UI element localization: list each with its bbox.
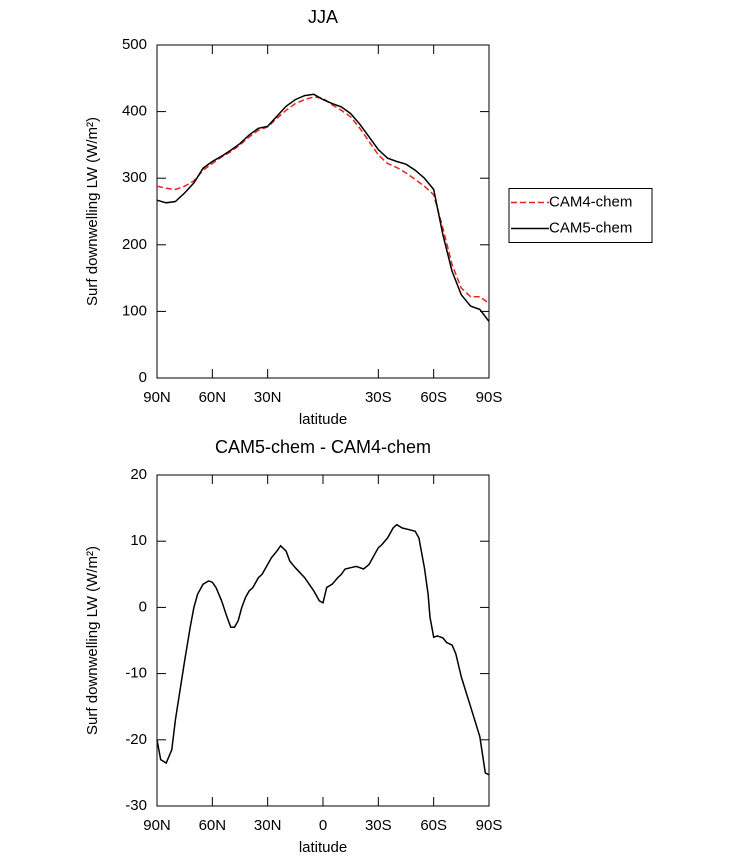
x-tick-label: 90S [476, 817, 503, 834]
y-axis-label: Surf downwelling LW (W/m²) [84, 117, 101, 306]
x-tick-label: 90N [143, 817, 171, 834]
y-tick-label: 100 [122, 302, 147, 319]
y-tick-label: -10 [125, 665, 147, 682]
x-tick-label: 60S [420, 817, 447, 834]
y-tick-label: 200 [122, 236, 147, 253]
y-tick-label: 300 [122, 169, 147, 186]
y-tick-label: 400 [122, 103, 147, 120]
y-tick-label: 0 [139, 598, 147, 615]
plot-frame [156, 474, 490, 807]
x-tick-label: 30N [254, 389, 282, 406]
x-tick-label: 60N [199, 389, 227, 406]
x-tick-label: 90S [476, 389, 503, 406]
x-axis-label: latitude [299, 411, 347, 428]
x-tick-label: 30S [365, 817, 392, 834]
x-tick-label: 30N [254, 817, 282, 834]
x-tick-label: 60S [420, 389, 447, 406]
x-tick-label: 90N [143, 389, 171, 406]
legend-label: CAM5-chem [549, 219, 632, 236]
data-line [156, 523, 490, 776]
panel: CAM5-chem - CAM4-chem latitude Surf downwe… [84, 437, 502, 856]
y-tick-label: 0 [139, 369, 147, 386]
data-line [156, 96, 490, 305]
plot-frame [156, 44, 490, 379]
y-tick-label: 20 [130, 466, 147, 483]
legend-box [508, 188, 653, 243]
y-tick-label: -20 [125, 731, 147, 748]
y-axis-label: Surf downwelling LW (W/m²) [84, 546, 101, 735]
x-tick-label: 30S [365, 389, 392, 406]
y-tick-label: 500 [122, 36, 147, 53]
chart-title: JJA [308, 7, 338, 27]
legend-label: CAM4-chem [549, 193, 632, 210]
x-tick-label: 60N [199, 817, 227, 834]
chart-title: CAM5-chem - CAM4-chem [215, 437, 431, 457]
y-tick-label: -30 [125, 797, 147, 814]
x-tick-label: 0 [319, 817, 327, 834]
panel: JJA latitude Surf downwelling LW (W/m²) 0 10… [84, 7, 653, 428]
x-axis-label: latitude [299, 839, 347, 856]
data-line [156, 93, 490, 322]
y-tick-label: 10 [130, 532, 147, 549]
